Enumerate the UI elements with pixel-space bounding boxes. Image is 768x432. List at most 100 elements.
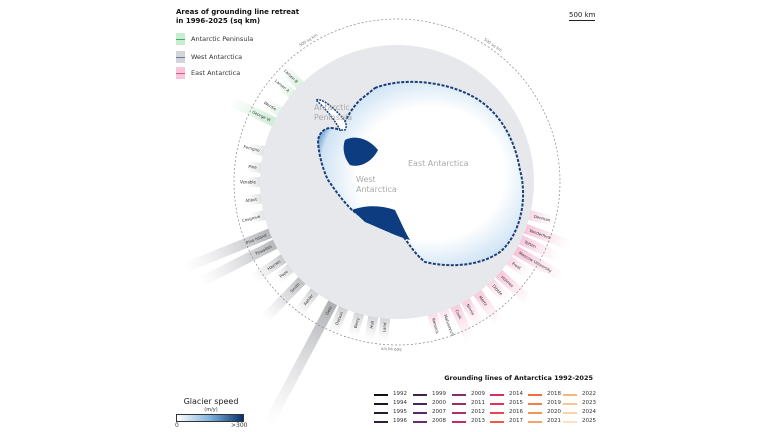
year-legend-1996: 1996 <box>374 418 407 425</box>
legend-label: Antarctic Peninsula <box>191 35 254 43</box>
label-west-antarctica-1: West <box>356 175 376 184</box>
year-label: 1992 <box>393 391 407 397</box>
year-line-swatch <box>563 402 577 405</box>
glacier-label: Frost <box>511 261 522 271</box>
year-line-swatch <box>528 411 542 414</box>
year-label: 2012 <box>471 409 485 415</box>
glacier-label: Cosgrove <box>241 214 261 224</box>
legend-label: West Antarctica <box>191 53 243 61</box>
scale-bar: 500 km <box>569 11 596 21</box>
glacier-label: Hull <box>369 320 375 329</box>
glacier-speed-colorbar <box>176 414 244 422</box>
year-legend-1994: 1994 <box>374 400 407 407</box>
ronne-ice-shelf <box>343 137 378 166</box>
ring-label: 500 sq km <box>483 37 503 53</box>
year-label: 2022 <box>582 391 596 397</box>
year-legend-2021: 2021 <box>528 418 561 425</box>
year-legend-2011: 2011 <box>452 400 485 407</box>
year-legend-2022: 2022 <box>563 391 596 398</box>
year-legend-1999: 1999 <box>413 391 446 398</box>
year-line-swatch <box>490 420 504 423</box>
glacier-label: Ferrigno <box>243 144 261 153</box>
year-label: 1994 <box>393 400 407 406</box>
year-legend-2015: 2015 <box>490 400 523 407</box>
year-legend-2009: 2009 <box>452 391 485 398</box>
year-label: 2023 <box>582 400 596 406</box>
year-legend-2020: 2020 <box>528 409 561 416</box>
year-line-swatch <box>563 411 577 414</box>
glacier-label: Kohler <box>303 293 315 306</box>
legend-label: East Antarctica <box>191 69 241 77</box>
year-line-swatch <box>413 411 427 414</box>
year-legend-2025: 2025 <box>563 418 596 425</box>
year-label: 2019 <box>547 400 561 406</box>
year-line-swatch <box>452 411 466 414</box>
year-line-swatch <box>452 420 466 423</box>
glacier-label: Denman <box>533 214 551 223</box>
year-line-swatch <box>413 420 427 423</box>
year-legend-2013: 2013 <box>452 418 485 425</box>
year-line-swatch <box>490 402 504 405</box>
year-label: 2014 <box>509 391 523 397</box>
year-line-swatch <box>374 393 388 396</box>
legend-east: East Antarctica <box>176 67 240 79</box>
year-label: 2024 <box>582 409 596 415</box>
year-label: 2011 <box>471 400 485 406</box>
year-label: 1995 <box>393 409 407 415</box>
year-label: 2000 <box>432 400 446 406</box>
500-sq-km-ring <box>233 18 561 346</box>
glacier-label: Abbot <box>245 197 258 203</box>
year-label: 2009 <box>471 391 485 397</box>
peninsula-swatch <box>176 33 185 45</box>
year-label: 2017 <box>509 418 523 424</box>
year-legend-2023: 2023 <box>563 400 596 407</box>
year-legend-2012: 2012 <box>452 409 485 416</box>
year-label: 2018 <box>547 391 561 397</box>
glacier-label: Matusevich <box>443 314 456 338</box>
ring-label: 500 sq km <box>380 347 401 353</box>
year-label: 2013 <box>471 418 485 424</box>
glacier-speed-title: Glacier speed <box>183 397 239 406</box>
bar <box>198 230 296 287</box>
ross-ice-shelf <box>352 206 410 240</box>
year-label: 2025 <box>582 418 596 424</box>
year-line-swatch <box>413 402 427 405</box>
glacier-speed-unit: (m/y) <box>204 407 218 413</box>
year-legend-2016: 2016 <box>490 409 523 416</box>
year-legend-1995: 1995 <box>374 409 407 416</box>
year-line-swatch <box>528 393 542 396</box>
year-legend-2019: 2019 <box>528 400 561 407</box>
label-east-antarctica: East Antarctica <box>408 159 469 168</box>
year-label: 2015 <box>509 400 523 406</box>
bar <box>183 221 291 273</box>
year-label: 2007 <box>432 409 446 415</box>
year-line-swatch <box>528 402 542 405</box>
year-label: 2021 <box>547 418 561 424</box>
label-antarctic-peninsula-2: Peninsula <box>314 113 352 122</box>
glacier-speed-min: 0 <box>175 422 179 429</box>
year-label: 2020 <box>547 409 561 415</box>
bar <box>264 282 347 425</box>
year-legend-2024: 2024 <box>563 409 596 416</box>
year-line-swatch <box>374 420 388 423</box>
glacier-label: Rennick <box>431 318 440 335</box>
label-west-antarctica-2: Antarctica <box>356 185 397 194</box>
east-swatch <box>176 67 185 79</box>
glacier-label: Venable <box>240 180 257 185</box>
west-swatch <box>176 51 185 63</box>
glacier-label: Pope <box>278 268 289 278</box>
glacier-label: Wordie <box>263 100 278 112</box>
legend-peninsula: Antarctic Peninsula <box>176 33 253 45</box>
year-line-swatch <box>374 411 388 414</box>
year-line-swatch <box>413 393 427 396</box>
year-legend-2000: 2000 <box>413 400 446 407</box>
year-label: 1999 <box>432 391 446 397</box>
antarctic-peninsula <box>314 98 347 131</box>
label-antarctic-peninsula-1: Antarctic <box>314 103 350 112</box>
year-label: 2008 <box>432 418 446 424</box>
legend-west: West Antarctica <box>176 51 242 63</box>
glacier-label: Land <box>381 322 387 333</box>
glacier-speed-max: >300 <box>231 422 248 429</box>
glacier-label: Pine <box>248 164 257 170</box>
